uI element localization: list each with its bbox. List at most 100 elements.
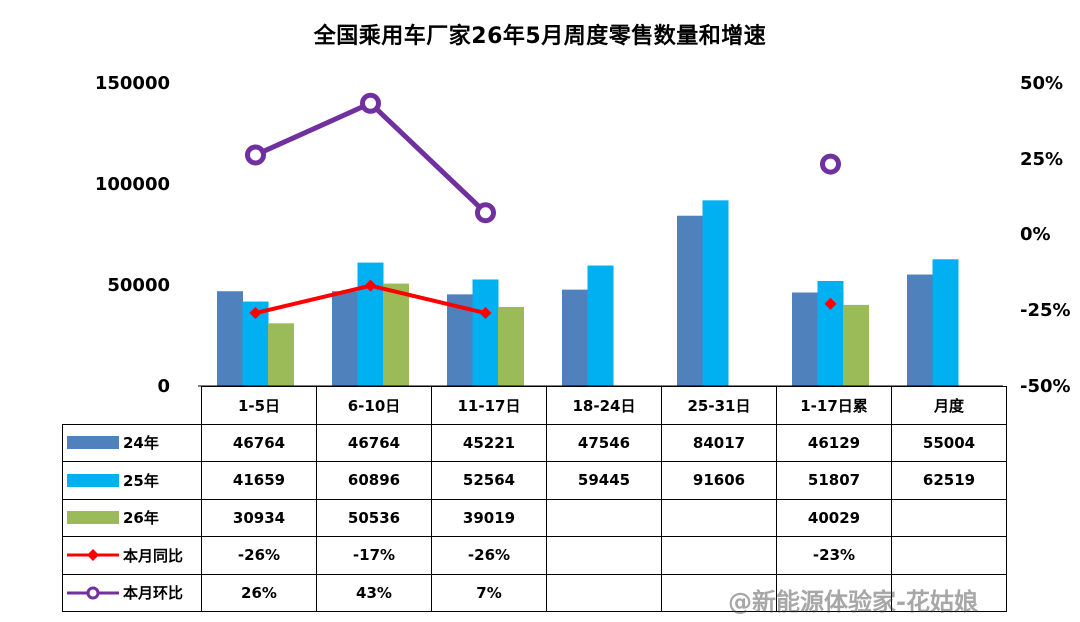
line-point	[249, 307, 262, 320]
data-label: -23%	[776, 536, 892, 575]
category-label: 25-31日	[661, 386, 777, 425]
data-label: -17%	[316, 536, 432, 575]
line-point	[475, 202, 496, 224]
bar	[472, 279, 499, 386]
data-label	[546, 536, 662, 575]
data-label: 45221	[431, 423, 547, 462]
table-row: 本月同比 -26% -17% -26% -23%	[62, 536, 1007, 575]
table-header-row: 1-5日 6-10日 11-17日 18-24日 25-31日 1-17日累 月…	[62, 386, 1007, 425]
data-label: 39019	[431, 498, 547, 537]
data-label: -26%	[431, 536, 547, 575]
bar	[587, 265, 614, 386]
line-point	[364, 279, 377, 292]
data-label: 43%	[316, 573, 432, 612]
bar	[498, 306, 524, 386]
bar	[268, 323, 294, 386]
data-label: 51807	[776, 461, 892, 500]
bar	[792, 292, 818, 386]
data-label: 46764	[316, 423, 432, 462]
data-label: 55004	[891, 423, 1007, 462]
series-line-segment	[253, 283, 373, 316]
y-right-tick-label: 0%	[1020, 224, 1051, 245]
category-label: 6-10日	[316, 386, 432, 425]
category-label: 11-17日	[431, 386, 547, 425]
data-label: 91606	[661, 461, 777, 500]
legend-entry: 24年	[62, 423, 202, 462]
data-label	[661, 498, 777, 537]
series-line-segment	[368, 283, 488, 316]
data-label: 50536	[316, 498, 432, 537]
data-label	[661, 536, 777, 575]
data-label: 84017	[661, 423, 777, 462]
line-point	[479, 307, 492, 320]
data-label: 59445	[546, 461, 662, 500]
data-label: 62519	[891, 461, 1007, 500]
legend-line-circle-icon	[67, 586, 119, 600]
bar	[817, 281, 844, 386]
bar	[332, 291, 358, 386]
data-label	[891, 498, 1007, 537]
legend-swatch	[67, 436, 119, 450]
line-point	[824, 297, 837, 310]
bar	[562, 289, 588, 386]
data-table: 1-5日 6-10日 11-17日 18-24日 25-31日 1-17日累 月…	[62, 386, 1007, 612]
data-label	[546, 573, 662, 612]
data-label: 26%	[201, 573, 317, 612]
series-line-segment	[368, 100, 488, 216]
legend-line-diamond-icon	[67, 549, 119, 562]
data-label	[546, 498, 662, 537]
legend-entry: 本月同比	[62, 536, 202, 575]
bar	[843, 304, 869, 386]
y-right-tick-label: -50%	[1020, 376, 1071, 397]
table-row: 24年 46764 46764 45221 47546 84017 46129 …	[62, 423, 1007, 462]
data-label: 41659	[201, 461, 317, 500]
bar	[677, 215, 703, 386]
line-point	[360, 92, 381, 114]
y-left-tick-label: 150000	[94, 73, 170, 94]
table-corner	[62, 386, 202, 425]
category-label: 18-24日	[546, 386, 662, 425]
y-left-tick-label: 50000	[107, 275, 170, 296]
legend-swatch	[67, 511, 119, 525]
line-point	[245, 144, 266, 166]
data-label: 52564	[431, 461, 547, 500]
data-label: 40029	[776, 498, 892, 537]
chart-title: 全国乘用车厂家26年5月周度零售数量和增速	[313, 24, 767, 49]
table-row: 本月环比 26% 43% 7%	[62, 573, 1007, 612]
data-label: 46764	[201, 423, 317, 462]
category-label: 月度	[891, 386, 1007, 425]
data-label	[891, 536, 1007, 575]
data-label: 46129	[776, 423, 892, 462]
series-name: 25年	[123, 471, 159, 490]
y-left-tick-label: 100000	[94, 174, 170, 195]
data-label: -26%	[201, 536, 317, 575]
data-label: 7%	[431, 573, 547, 612]
bar	[702, 200, 729, 386]
data-label	[661, 573, 777, 612]
bar	[383, 283, 409, 386]
line-point	[820, 153, 841, 175]
y-right-tick-label: 50%	[1020, 73, 1064, 94]
bar	[907, 274, 933, 386]
series-name: 本月环比	[123, 584, 184, 603]
table-row: 26年 30934 50536 39019 40029	[62, 498, 1007, 537]
data-label: 30934	[201, 498, 317, 537]
legend-entry: 本月环比	[62, 573, 202, 612]
watermark: @新能源体验家-花姑娘	[728, 588, 978, 616]
legend-entry: 26年	[62, 498, 202, 537]
y-right-tick-label: 25%	[1020, 149, 1064, 170]
y-right-tick-label: -25%	[1020, 300, 1071, 321]
category-label: 1-5日	[201, 386, 317, 425]
table-row: 25年 41659 60896 52564 59445 91606 51807 …	[62, 461, 1007, 500]
data-label	[891, 573, 1007, 612]
category-label: 1-17日累	[776, 386, 892, 425]
series-name: 本月同比	[123, 546, 184, 565]
data-label: 47546	[546, 423, 662, 462]
series-line-segment	[253, 100, 373, 158]
data-label: 60896	[316, 461, 432, 500]
legend-entry: 25年	[62, 461, 202, 500]
bar	[217, 291, 243, 386]
series-name: 24年	[123, 434, 159, 453]
